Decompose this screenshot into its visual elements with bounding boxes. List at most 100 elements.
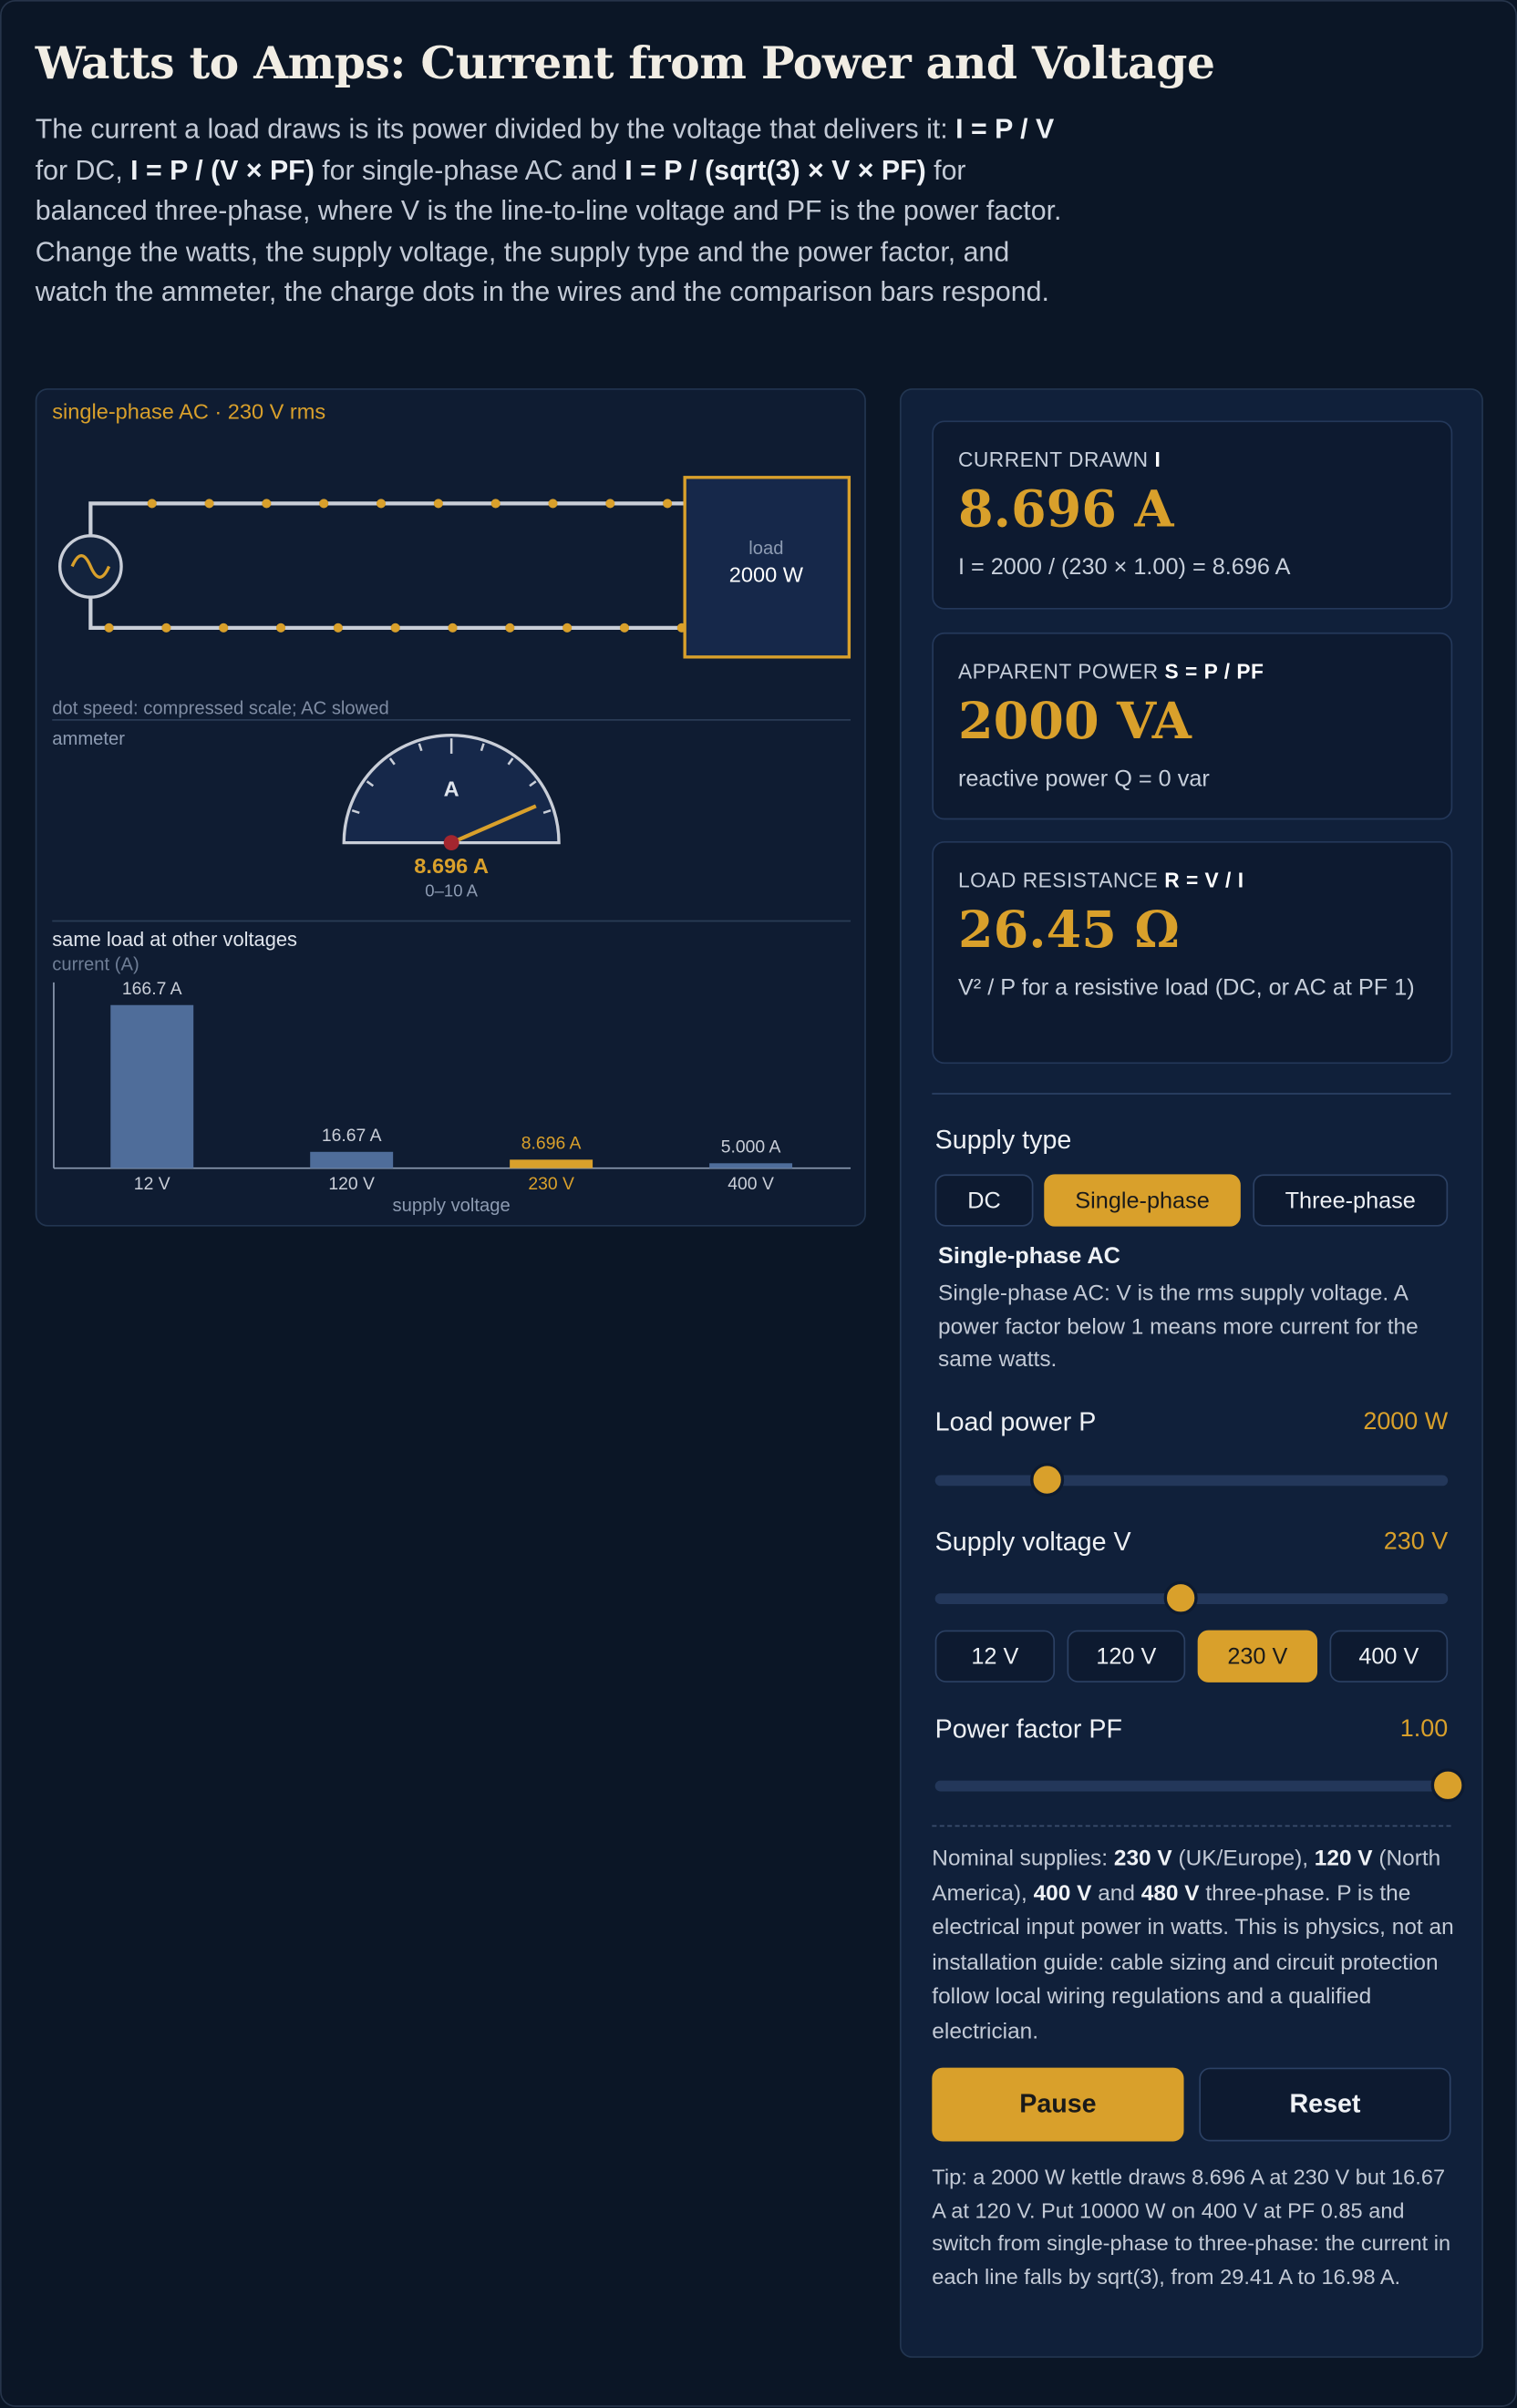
slider-thumb[interactable] [1430,1767,1465,1802]
gauge-reading: 8.696 A [414,854,489,878]
text: Nominal supplies: [932,1847,1114,1872]
gauge-tick [351,809,360,815]
formula: I = P / (sqrt(3) × V × PF) [624,154,926,185]
type-button[interactable]: Three-phase [1253,1174,1449,1227]
reset-button[interactable]: Reset [1199,2067,1451,2142]
value: 2000 W [1363,1409,1449,1436]
bar [709,1163,793,1168]
caption-text: CURRENT DRAWN [957,448,1149,472]
voltage-preset[interactable]: 400 V [1329,1630,1449,1683]
visual-panel: single-phase AC · 230 V rms load 2000 W … [35,388,866,1227]
charge-dot [219,623,229,633]
bar-label: 166.7 A [122,979,182,999]
charge-dot [490,499,501,509]
charge-dot [275,623,286,633]
pause-button[interactable]: Pause [932,2067,1184,2142]
gauge-tick [507,757,514,766]
type-button[interactable]: DC [934,1174,1034,1227]
bar [310,1151,394,1168]
charge-dot [390,623,400,633]
caption: CURRENT DRAWN I [958,448,1161,471]
text: and [1091,1880,1141,1906]
charge-dot [505,623,515,633]
x-tick-label: 230 V [528,1174,574,1194]
result-detail: reactive power Q = 0 var [957,766,1210,793]
em: 120 V [1314,1847,1373,1872]
voltage-preset[interactable]: 120 V [1067,1630,1186,1683]
charge-dot [448,623,458,633]
charge-dot [147,499,157,509]
bar [510,1159,593,1168]
result-detail: V² / P for a resistive load (DC, or AC a… [957,974,1415,1002]
formula: I = P / (V × PF) [130,154,315,185]
voltage-preset[interactable]: 230 V [1197,1630,1318,1683]
divider [932,1825,1451,1827]
result-value: 2000 VA [957,690,1192,751]
em: 230 V [1113,1847,1172,1872]
bar-label: 16.67 A [322,1126,382,1146]
result-card: CURRENT DRAWN I 8.696 A I = 2000 / (230 × … [932,420,1453,610]
load-value: 2000 W [729,562,804,586]
em: 400 V [1033,1880,1092,1906]
formula: I = P / V [955,113,1055,145]
bar-label: 5.000 A [721,1137,781,1158]
gauge-tick [480,743,485,752]
x-tick-label: 400 V [728,1174,774,1194]
charge-dot [262,499,272,509]
y-label: current (A) [52,955,139,975]
slider[interactable] [934,1767,1465,1802]
result-value: 8.696 A [957,479,1174,540]
ammeter-title: ammeter [52,729,125,749]
charge-dot [548,499,558,509]
voltage-preset[interactable]: 12 V [934,1630,1056,1683]
x-label: supply voltage [393,1196,511,1216]
value: 230 V [1383,1528,1449,1556]
charge-dot [161,623,171,633]
value: 1.00 [1399,1715,1449,1743]
label: Load power P [934,1407,1097,1437]
source-wave [70,554,111,579]
text: for single-phase AC and [314,154,625,185]
label: Supply voltage V [934,1527,1131,1557]
charge-dot [605,499,615,509]
text: The current a load draws is its power di… [35,113,956,145]
pivot [443,835,459,851]
charge-dot [204,499,214,509]
gauge-range: 0–10 A [425,880,478,900]
slider-thumb[interactable] [1164,1580,1199,1614]
caption-text: LOAD RESISTANCE [957,869,1159,892]
divider [932,1093,1451,1095]
bar-label: 8.696 A [521,1134,582,1154]
x-tick-label: 120 V [328,1174,375,1194]
text: for balanced three-phase, where V is the… [35,154,1062,307]
gauge-tick [529,780,537,787]
charge-dot [562,623,573,633]
slider[interactable] [934,1462,1449,1497]
dot-note: dot speed: compressed scale; AC slowed [52,698,388,718]
symbol: S = P / PF [1164,660,1264,684]
text: three-phase. P is the electrical input p… [932,1880,1454,2044]
gauge-tick [418,743,423,752]
slider[interactable] [934,1580,1449,1614]
result-value: 26.45 Ω [957,899,1180,960]
charge-dot [619,623,630,633]
circuit-label: single-phase AC · 230 V rms [52,399,325,423]
em: 480 V [1140,1880,1200,1906]
label: Power factor PF [934,1714,1122,1744]
charge-dot [433,499,443,509]
visual: single-phase AC · 230 V rms load 2000 W … [52,399,851,1216]
type-title: Single-phase AC [938,1243,1120,1270]
load [683,476,851,659]
type-button[interactable]: Single-phase [1044,1174,1241,1227]
wire [88,501,686,536]
needle [450,804,537,845]
slider-thumb[interactable] [1030,1462,1065,1497]
note: Nominal supplies: 230 V (UK/Europe), 120… [932,1842,1454,2049]
symbol: R = V / I [1164,869,1244,892]
result-card: APPARENT POWER S = P / PF 2000 VA reactive… [932,632,1453,820]
caption: LOAD RESISTANCE R = V / I [958,869,1244,891]
caption-text: APPARENT POWER [957,660,1159,684]
text: (UK/Europe), [1171,1847,1315,1872]
gauge-face [342,734,561,845]
